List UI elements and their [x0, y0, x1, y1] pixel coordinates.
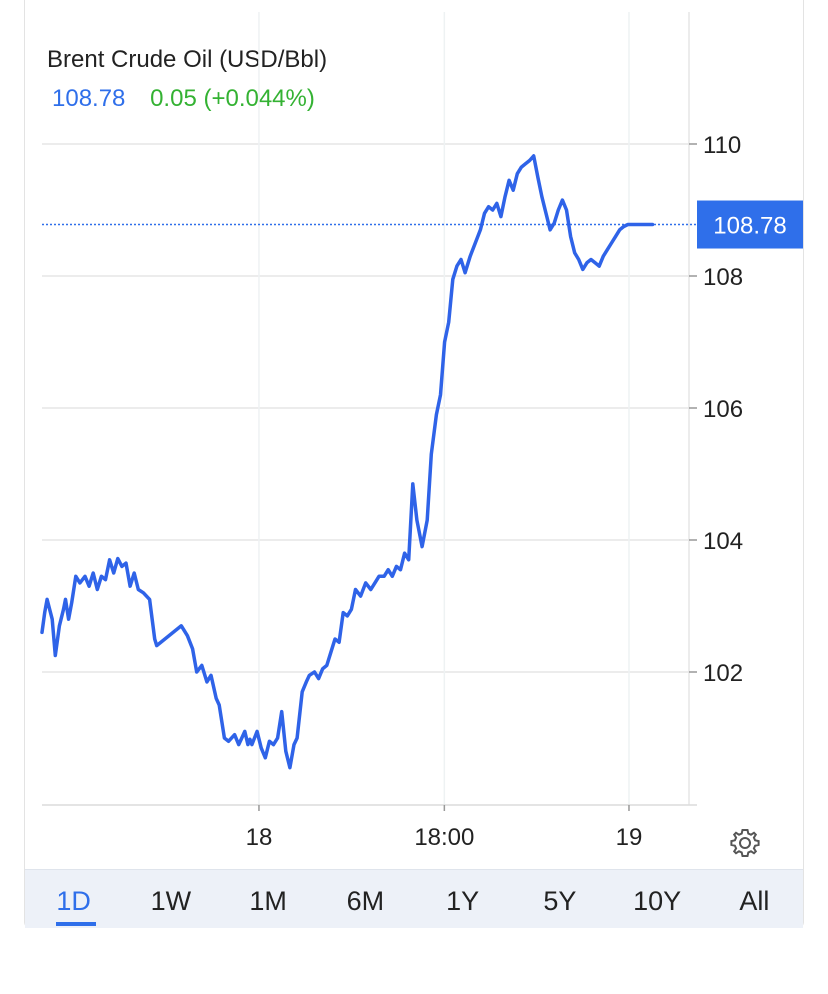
y-tick-label: 102	[703, 660, 743, 687]
y-tick-label: 108	[703, 264, 743, 291]
tab-all[interactable]: All	[739, 886, 770, 916]
grid-lines	[42, 12, 697, 806]
x-axis: 18 18:00 19	[246, 805, 643, 851]
tab-1m[interactable]: 1M	[249, 886, 287, 916]
last-price: 108.78	[52, 85, 126, 112]
chart-title: Brent Crude Oil (USD/Bbl)	[47, 46, 328, 73]
y-tick-label: 104	[703, 528, 743, 555]
tab-10y[interactable]: 10Y	[633, 886, 682, 916]
y-tick-label: 110	[703, 132, 741, 159]
tab-1w[interactable]: 1W	[150, 886, 192, 916]
x-tick-label: 18:00	[414, 824, 474, 851]
current-price-label: 108.78	[697, 200, 803, 249]
x-tick-label: 18	[246, 824, 273, 851]
tab-5y[interactable]: 5Y	[543, 886, 577, 916]
x-tick-label: 19	[616, 824, 643, 851]
price-line	[40, 154, 655, 770]
current-price-text: 108.78	[713, 213, 786, 240]
current-price-badge	[697, 200, 803, 249]
price-change: 0.05 (+0.044%)	[150, 85, 315, 112]
range-tabs: 1D 1W 1M 6M 1Y 5Y 10Y All	[25, 869, 803, 928]
y-axis: 110 108 106 104 102	[689, 132, 743, 687]
tab-6m[interactable]: 6M	[346, 886, 385, 916]
tab-1y[interactable]: 1Y	[446, 886, 480, 916]
y-tick-label: 106	[703, 396, 743, 423]
gear-icon[interactable]	[728, 826, 762, 860]
tab-1d[interactable]: 1D	[25, 870, 122, 928]
price-quote: 108.78 0.05 (+0.044%)	[52, 85, 315, 113]
